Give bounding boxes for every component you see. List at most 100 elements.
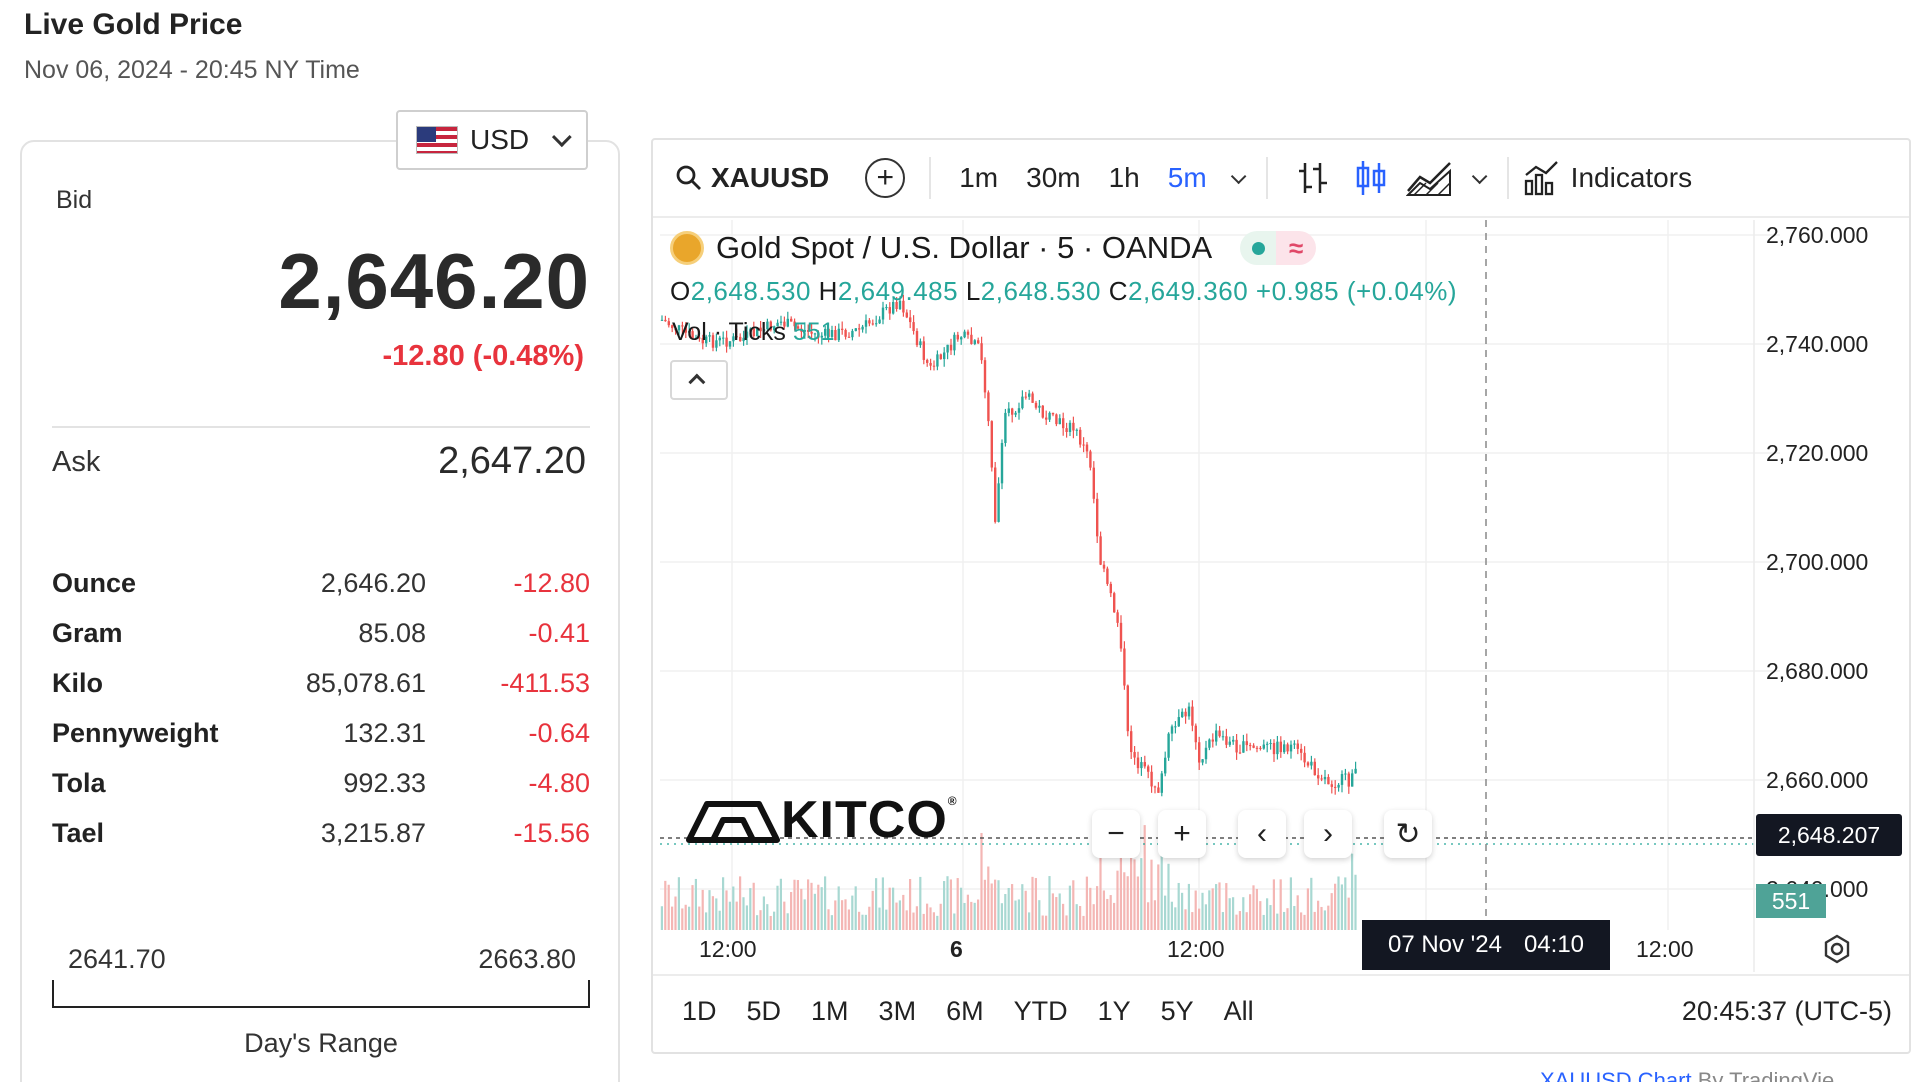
unit-name: Tael — [52, 818, 105, 848]
chart-toolbar: XAUUSD + 1m 30m 1h 5m Indicators — [653, 140, 1909, 218]
minus-icon: − — [1107, 817, 1125, 850]
delayed-data-icon: ≈ — [1276, 231, 1317, 265]
range-ytd[interactable]: YTD — [1013, 996, 1068, 1026]
interval-30m[interactable]: 30m — [1026, 162, 1081, 193]
collapse-legend-button[interactable] — [670, 360, 728, 400]
day-range-bar — [52, 980, 590, 1008]
unit-change: -15.56 — [513, 818, 590, 848]
gold-coin-icon — [670, 231, 704, 265]
scroll-left-button[interactable]: ‹ — [1238, 810, 1286, 858]
high-value: 2,649.485 — [837, 276, 959, 306]
zoom-in-button[interactable]: + — [1158, 810, 1206, 858]
add-symbol-button[interactable]: + — [865, 158, 906, 198]
scroll-right-button[interactable]: › — [1304, 810, 1352, 858]
separator — [929, 157, 932, 199]
chevron-left-icon: ‹ — [1257, 817, 1267, 850]
indicators-label: Indicators — [1570, 162, 1693, 193]
y-axis-label: 2,680.000 — [1766, 658, 1869, 684]
market-status-pill[interactable]: ≈ — [1240, 231, 1317, 265]
range-1m[interactable]: 1M — [811, 996, 849, 1026]
unit-price: 3,215.87 — [320, 818, 426, 848]
unit-row: Pennyweight 132.31 -0.64 — [52, 718, 590, 768]
range-3m[interactable]: 3M — [878, 996, 917, 1026]
kitco-logo-mark — [686, 801, 780, 843]
high-label: H — [818, 276, 838, 306]
last-price-tag: 2,648.207 — [1756, 814, 1902, 856]
range-all[interactable]: All — [1223, 996, 1254, 1026]
unit-price: 85.08 — [358, 618, 426, 648]
chart-type-dropdown-icon[interactable] — [1471, 168, 1488, 184]
chart-clock[interactable]: 20:45:37 (UTC-5) — [1681, 996, 1892, 1026]
page-title: Live Gold Price — [24, 8, 243, 41]
currency-select[interactable]: USD — [396, 110, 588, 170]
candles-icon[interactable] — [1354, 159, 1388, 197]
range-1y[interactable]: 1Y — [1097, 996, 1131, 1026]
range-6m[interactable]: 6M — [946, 996, 984, 1026]
unit-change: -12.80 — [513, 568, 590, 598]
separator — [1265, 157, 1268, 199]
plus-icon: + — [1173, 817, 1191, 850]
ask-label: Ask — [52, 446, 101, 478]
indicators-button[interactable]: Indicators — [1523, 159, 1692, 197]
x-axis-label: 6 — [950, 936, 963, 962]
reset-chart-button[interactable]: ↻ — [1384, 810, 1432, 858]
bid-label: Bid — [56, 186, 93, 214]
unit-change: -0.64 — [528, 718, 590, 748]
unit-row: Kilo 85,078.61 -411.53 — [52, 668, 590, 718]
range-1d[interactable]: 1D — [682, 996, 717, 1026]
unit-price: 85,078.61 — [305, 668, 426, 698]
y-axis-label: 2,700.000 — [1766, 549, 1869, 575]
unit-name: Kilo — [52, 668, 103, 698]
attribution-symbol: XAUUSD Chart — [1540, 1068, 1692, 1082]
divider — [52, 426, 590, 428]
unit-row: Ounce 2,646.20 -12.80 — [52, 568, 590, 618]
x-axis-label: 12:00 — [1167, 936, 1225, 962]
interval-5m[interactable]: 5m — [1167, 162, 1207, 193]
chevron-up-icon — [688, 373, 706, 391]
unit-name: Gram — [52, 618, 123, 648]
crosshair-time: 04:10 — [1523, 931, 1585, 958]
day-range-label: Day's Range — [244, 1028, 398, 1058]
crosshair-date: 07 Nov '24 — [1387, 931, 1502, 958]
interval-1m[interactable]: 1m — [959, 162, 999, 193]
us-flag-icon — [416, 126, 458, 154]
chart-widget — [651, 138, 1911, 1054]
close-value: 2,649.360 — [1127, 276, 1249, 306]
divider — [653, 974, 1909, 976]
range-5y[interactable]: 5Y — [1160, 996, 1194, 1026]
unit-change: -0.41 — [528, 618, 590, 648]
close-label: C — [1108, 276, 1128, 306]
range-5d[interactable]: 5D — [746, 996, 782, 1026]
low-value: 2,648.530 — [980, 276, 1101, 306]
area-chart-icon[interactable] — [1405, 159, 1454, 197]
timestamp: Nov 06, 2024 - 20:45 NY Time — [24, 56, 360, 84]
settings-icon[interactable] — [1822, 934, 1852, 964]
unit-change: -411.53 — [500, 668, 590, 698]
unit-price: 992.33 — [343, 768, 426, 798]
y-axis-label: 2,760.000 — [1766, 222, 1869, 248]
time-range-selector: 1D 5D 1M 3M 6M YTD 1Y 5Y All — [682, 996, 1284, 1027]
unit-row: Tael 3,215.87 -15.56 — [52, 818, 590, 868]
ask-price: 2,647.20 — [438, 440, 586, 482]
bid-price: 2,646.20 — [278, 237, 590, 325]
currency-label: USD — [470, 124, 530, 155]
unit-name: Pennyweight — [52, 718, 219, 748]
x-axis-label: 12:00 — [699, 936, 757, 962]
interval-1h[interactable]: 1h — [1108, 162, 1140, 193]
unit-row: Tola 992.33 -4.80 — [52, 768, 590, 818]
day-range-high: 2663.80 — [478, 944, 576, 974]
symbol-label: XAUUSD — [711, 162, 830, 193]
separator — [1506, 157, 1509, 199]
chart-legend-title: Gold Spot / U.S. Dollar · 5 · OANDA ≈ — [670, 230, 1317, 266]
ohlc-readout: O2,648.530 H2,649.485 L2,648.530 C2,649.… — [670, 276, 1457, 307]
unit-price: 132.31 — [343, 718, 426, 748]
symbol-search[interactable]: XAUUSD — [675, 162, 829, 194]
bar-chart-type-icon[interactable] — [1296, 159, 1330, 197]
change-value: +0.985 (+0.04%) — [1255, 276, 1458, 306]
x-axis-label: 12:00 — [1636, 936, 1694, 962]
open-value: 2,648.530 — [690, 276, 811, 306]
unit-name: Tola — [52, 768, 106, 798]
attribution-link[interactable]: XAUUSD Chart By TradingVie — [1540, 1068, 1834, 1082]
interval-dropdown-icon[interactable] — [1230, 168, 1247, 184]
zoom-out-button[interactable]: − — [1092, 810, 1140, 858]
